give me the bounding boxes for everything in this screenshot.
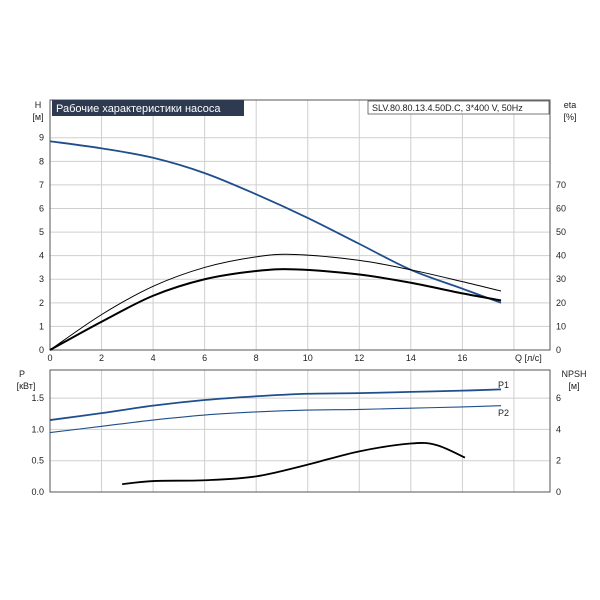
efficiency-tick-label: 10 <box>556 321 566 331</box>
npsh-tick-label: 4 <box>556 424 561 434</box>
x-tick-label: 8 <box>254 353 259 363</box>
x-tick-label: 14 <box>406 353 416 363</box>
x-tick-label: 4 <box>151 353 156 363</box>
head-tick-label: 3 <box>39 274 44 284</box>
x-tick-label: 2 <box>99 353 104 363</box>
head-tick-label: 8 <box>39 156 44 166</box>
efficiency-tick-label: 50 <box>556 227 566 237</box>
head-tick-label: 4 <box>39 251 44 261</box>
efficiency-curve-upper <box>49 253 502 351</box>
efficiency-axis-label: eta <box>564 100 577 110</box>
head-tick-label: 2 <box>39 298 44 308</box>
npsh-axis-unit: [м] <box>568 381 579 391</box>
x-tick-label: 10 <box>303 353 313 363</box>
efficiency-curve-lower <box>49 268 502 351</box>
efficiency-axis-unit: [%] <box>563 112 576 122</box>
head-plot-area <box>50 100 550 350</box>
head-series-group <box>49 140 502 351</box>
head-tick-label: 7 <box>39 180 44 190</box>
power-ticks: 0.0 0.5 1.0 1.5 0 2 4 6 <box>31 393 561 497</box>
power-tick-label: 1.0 <box>31 424 44 434</box>
chart-title: Рабочие характеристики насоса <box>56 103 221 115</box>
npsh-tick-label: 0 <box>556 487 561 497</box>
power-plot-area <box>50 370 550 492</box>
p2-series-label: P2 <box>498 408 509 418</box>
x-tick-label: 0 <box>47 353 52 363</box>
chart-title-background <box>52 100 244 116</box>
power-axis-unit: [кВт] <box>17 381 36 391</box>
x-tick-label: 12 <box>354 353 364 363</box>
model-label: SLV.80.80.13.4.50D.C, 3*400 V, 50Hz <box>372 103 523 113</box>
power-axis-label: P <box>19 369 25 379</box>
x-tick-label: 6 <box>202 353 207 363</box>
head-tick-label: 1 <box>39 321 44 331</box>
power-tick-label: 1.5 <box>31 393 44 403</box>
flow-axis-label: Q [л/с] <box>515 353 542 363</box>
efficiency-tick-label: 60 <box>556 203 566 213</box>
npsh-curve <box>122 442 466 486</box>
npsh-axis-label: NPSH <box>561 369 586 379</box>
head-axis-unit: [м] <box>32 112 43 122</box>
p1-power-curve <box>49 388 502 421</box>
efficiency-tick-label: 0 <box>556 345 561 355</box>
efficiency-tick-label: 30 <box>556 274 566 284</box>
power-tick-label: 0.5 <box>31 456 44 466</box>
head-tick-label: 9 <box>39 133 44 143</box>
power-grid <box>49 370 550 493</box>
power-plot-frame <box>49 369 551 493</box>
power-series-group <box>49 388 502 486</box>
efficiency-tick-label: 20 <box>556 298 566 308</box>
model-label-box <box>367 100 550 115</box>
head-axis-label: H <box>35 100 42 110</box>
head-tick-label: 0 <box>39 345 44 355</box>
head-curve <box>49 140 502 304</box>
p2-power-curve <box>49 405 502 434</box>
power-tick-label: 0.0 <box>31 487 44 497</box>
npsh-tick-label: 6 <box>556 393 561 403</box>
p1-series-label: P1 <box>498 380 509 390</box>
efficiency-tick-label: 70 <box>556 180 566 190</box>
npsh-tick-label: 2 <box>556 456 561 466</box>
efficiency-tick-label: 40 <box>556 251 566 261</box>
x-tick-label: 16 <box>457 353 467 363</box>
power-npsh-panel: P [кВт] NPSH [м] P1 P2 0.0 0.5 1.0 1.5 0 2 4 6 <box>17 369 587 497</box>
head-plot-frame <box>49 99 551 351</box>
head-tick-label: 6 <box>39 203 44 213</box>
head-efficiency-panel: Рабочие характеристики насоса SLV.80.80.… <box>32 99 577 363</box>
head-tick-label: 5 <box>39 227 44 237</box>
